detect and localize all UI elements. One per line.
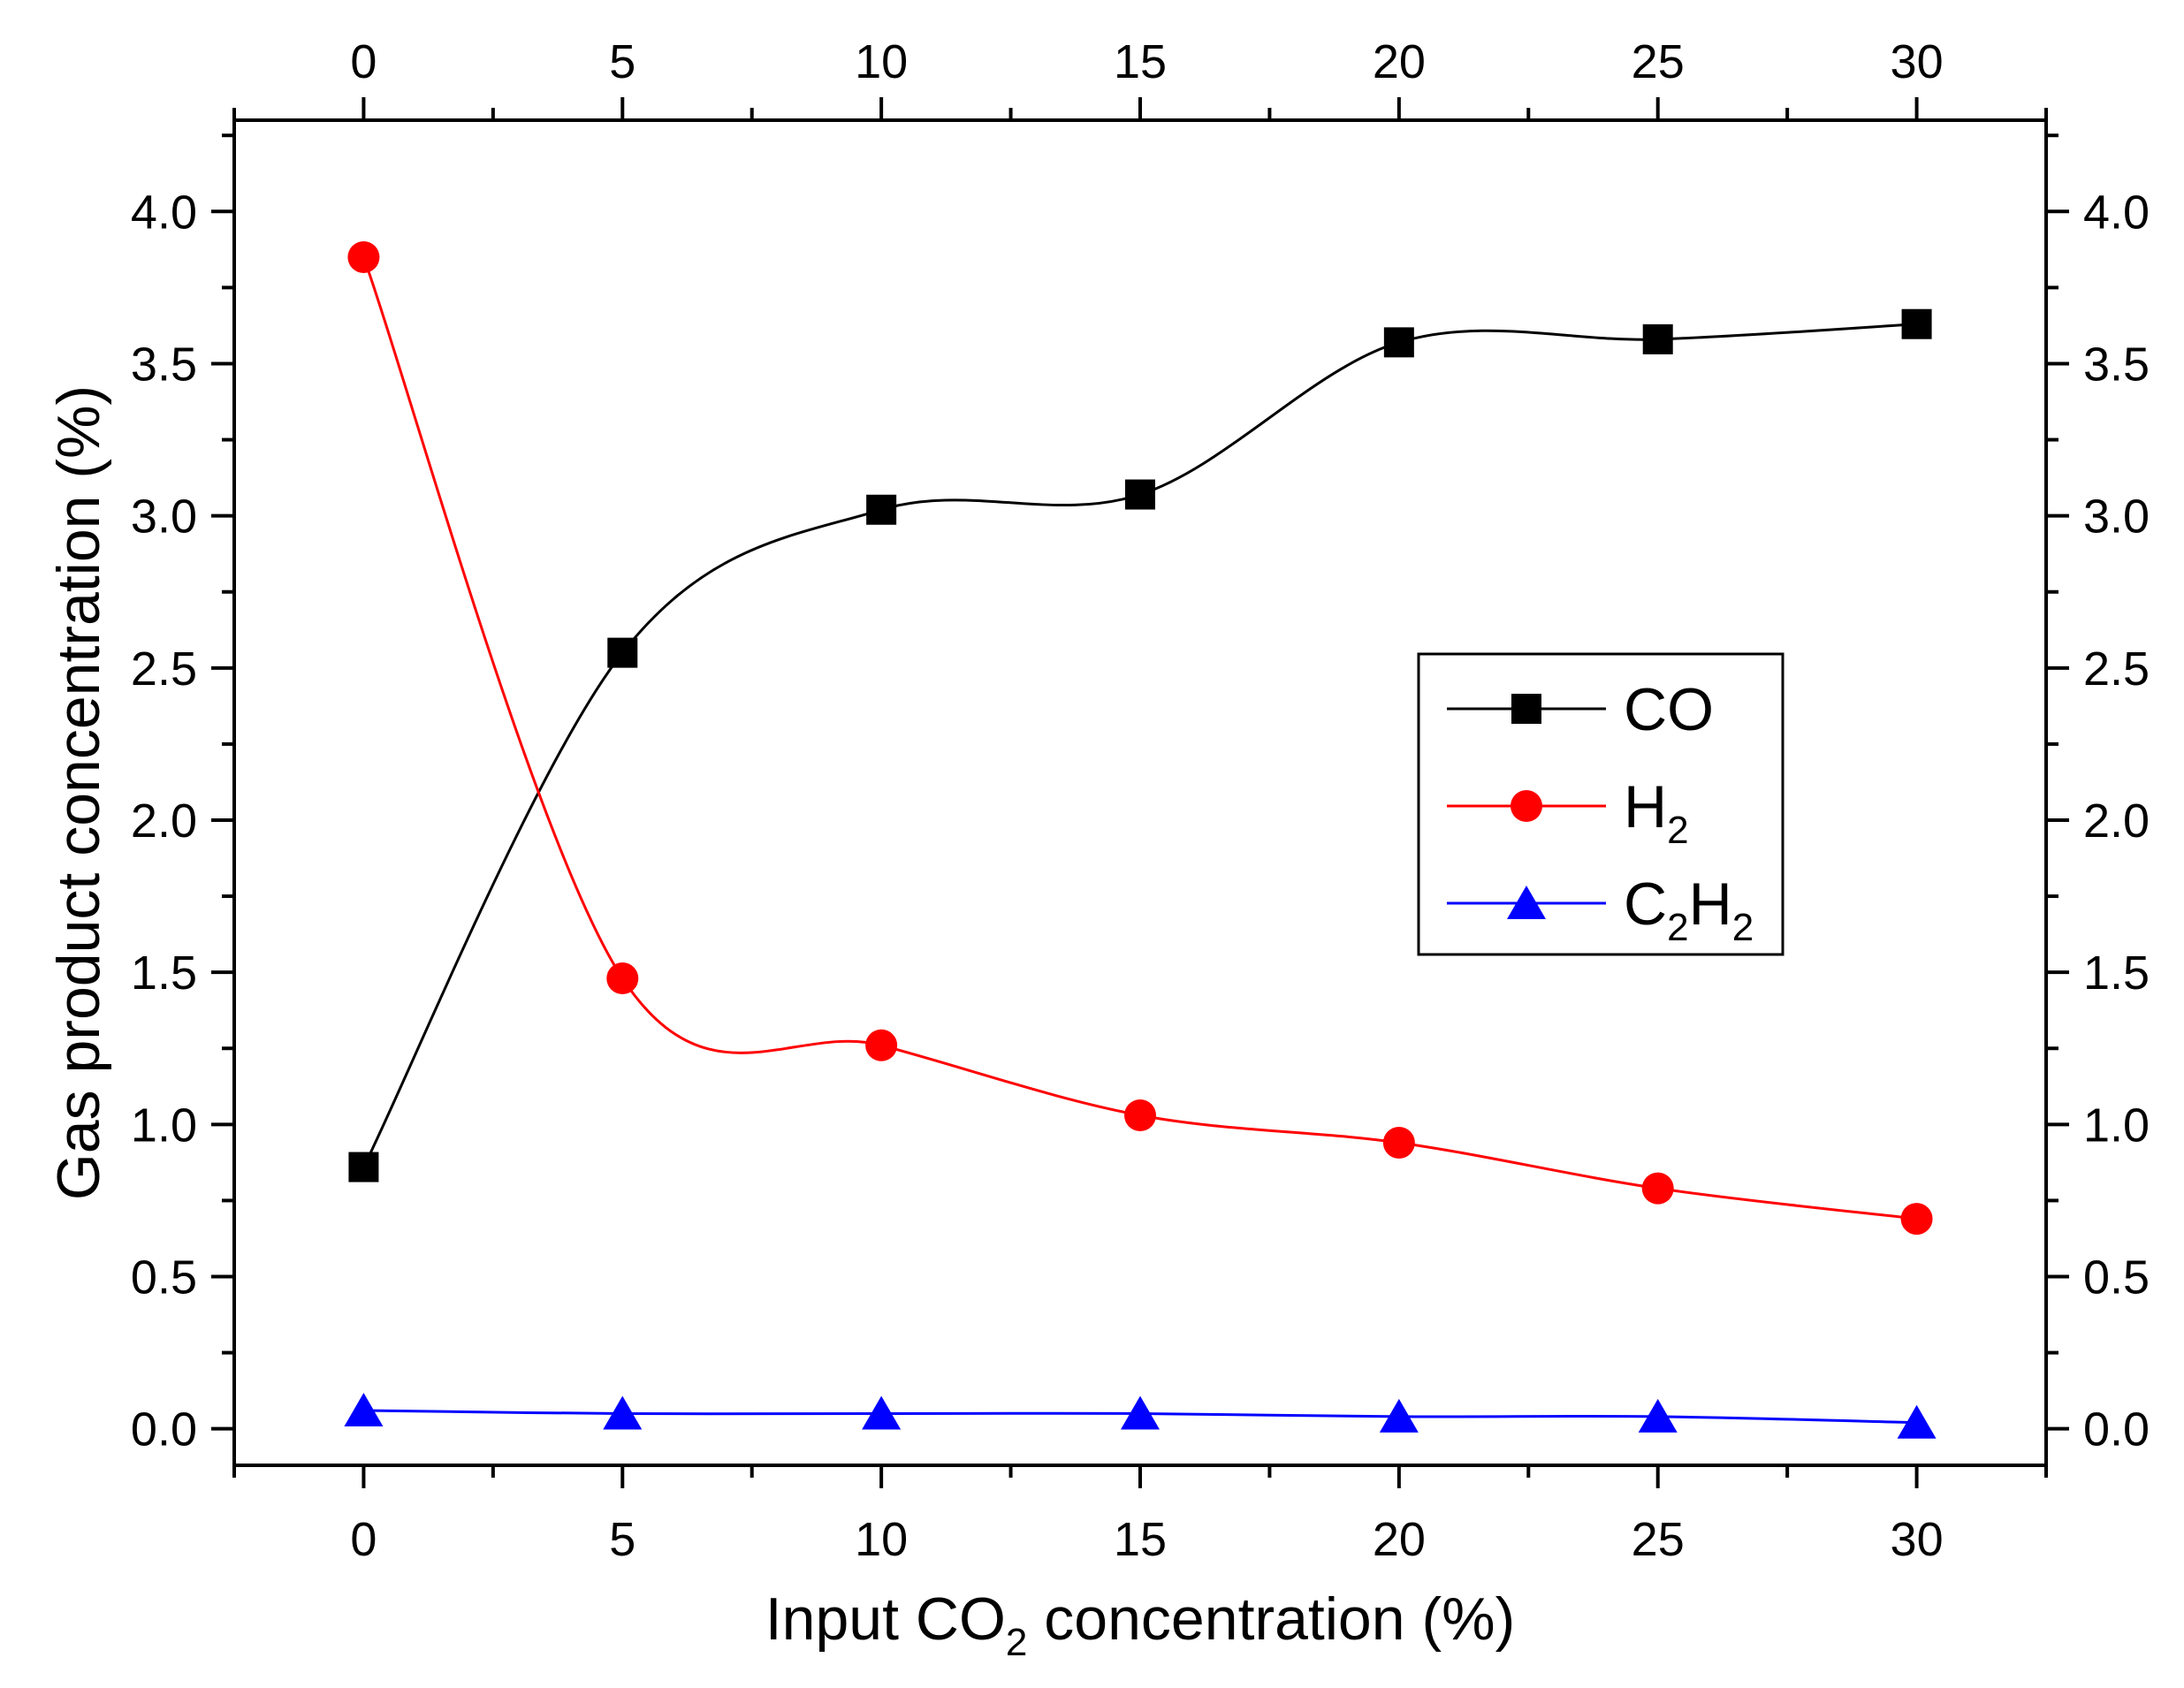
y-tick-label-left: 0.5 (131, 1251, 197, 1304)
y-tick-label-left: 0.0 (131, 1403, 197, 1456)
data-point-co (348, 1152, 379, 1182)
series-markers (344, 240, 1937, 1439)
x-tick-label-bottom: 10 (855, 1513, 908, 1566)
y-tick-label-right: 2.5 (2083, 643, 2150, 696)
y-tick-label-right: 1.0 (2083, 1099, 2150, 1152)
data-point-c2h2 (1379, 1398, 1419, 1433)
y-tick-label-left: 1.0 (131, 1099, 197, 1152)
axis-tick-labels: 0 0 5 5 10 10 15 15 20 20 25 25 30 30 0.0 0.0 0.5 0.5 1.0 1… (131, 35, 2150, 1566)
y-tick-label-left: 2.0 (131, 795, 197, 848)
y-tick-label-right: 0.5 (2083, 1251, 2150, 1304)
legend: CO H2 C2H2 (1417, 652, 1784, 956)
data-point-h2 (1641, 1172, 1674, 1205)
y-tick-label-right: 3.0 (2083, 490, 2150, 544)
y-tick-label-right: 2.0 (2083, 795, 2150, 848)
x-tick-label-bottom: 20 (1373, 1513, 1426, 1566)
x-tick-label-bottom: 30 (1891, 1513, 1944, 1566)
x-tick-label-top: 25 (1632, 35, 1685, 88)
legend-label-h2: H2 (1624, 773, 1689, 852)
data-point-co (1901, 308, 1932, 339)
data-point-c2h2 (862, 1395, 902, 1430)
x-tick-label-top: 10 (855, 35, 908, 88)
y-tick-label-left: 3.5 (131, 338, 197, 391)
y-tick-label-right: 1.5 (2083, 947, 2150, 1000)
data-point-c2h2 (344, 1393, 384, 1427)
legend-marker-c2h2 (1507, 886, 1546, 919)
x-tick-label-top: 20 (1373, 35, 1426, 88)
legend-label-c2h2: C2H2 (1624, 871, 1754, 949)
data-point-h2 (606, 962, 639, 995)
data-point-co (1125, 479, 1155, 510)
data-point-co (1383, 327, 1414, 358)
x-tick-label-bottom: 0 (350, 1513, 377, 1566)
data-point-c2h2 (1121, 1395, 1160, 1430)
data-point-co (1642, 323, 1673, 354)
x-tick-label-top: 5 (609, 35, 635, 88)
series-line-h2 (362, 256, 1917, 1220)
data-point-co (866, 494, 897, 525)
data-point-co (607, 637, 638, 668)
y-tick-label-left: 1.5 (131, 947, 197, 1000)
data-point-h2 (865, 1029, 898, 1061)
x-tick-label-bottom: 15 (1114, 1513, 1167, 1566)
y-tick-label-right: 4.0 (2083, 186, 2150, 239)
data-point-c2h2 (603, 1395, 643, 1430)
x-tick-label-top: 30 (1891, 35, 1944, 88)
legend-marker-co (1511, 694, 1541, 724)
legend-label-co: CO (1624, 676, 1714, 743)
y-tick-label-left: 2.5 (131, 643, 197, 696)
data-point-h2 (1124, 1099, 1156, 1132)
x-tick-label-bottom: 5 (609, 1513, 635, 1566)
axis-titles: Input CO2 concentration (%) Gas product c… (45, 385, 1515, 1664)
axis-ticks (211, 97, 2069, 1488)
x-tick-label-bottom: 25 (1632, 1513, 1685, 1566)
y-tick-label-right: 0.0 (2083, 1403, 2150, 1456)
data-point-h2 (347, 240, 380, 273)
y-tick-label-right: 3.5 (2083, 338, 2150, 391)
x-tick-label-top: 0 (350, 35, 377, 88)
x-axis-title: Input CO2 concentration (%) (765, 1585, 1515, 1664)
data-point-c2h2 (1897, 1404, 1937, 1439)
data-point-c2h2 (1638, 1398, 1678, 1433)
legend-marker-h2 (1511, 790, 1542, 822)
x-tick-label-top: 15 (1114, 35, 1167, 88)
data-point-h2 (1900, 1203, 1933, 1236)
y-axis-title: Gas product concentration (%) (45, 385, 112, 1200)
y-tick-label-left: 3.0 (131, 490, 197, 544)
y-tick-label-left: 4.0 (131, 186, 197, 239)
data-point-h2 (1382, 1126, 1415, 1159)
